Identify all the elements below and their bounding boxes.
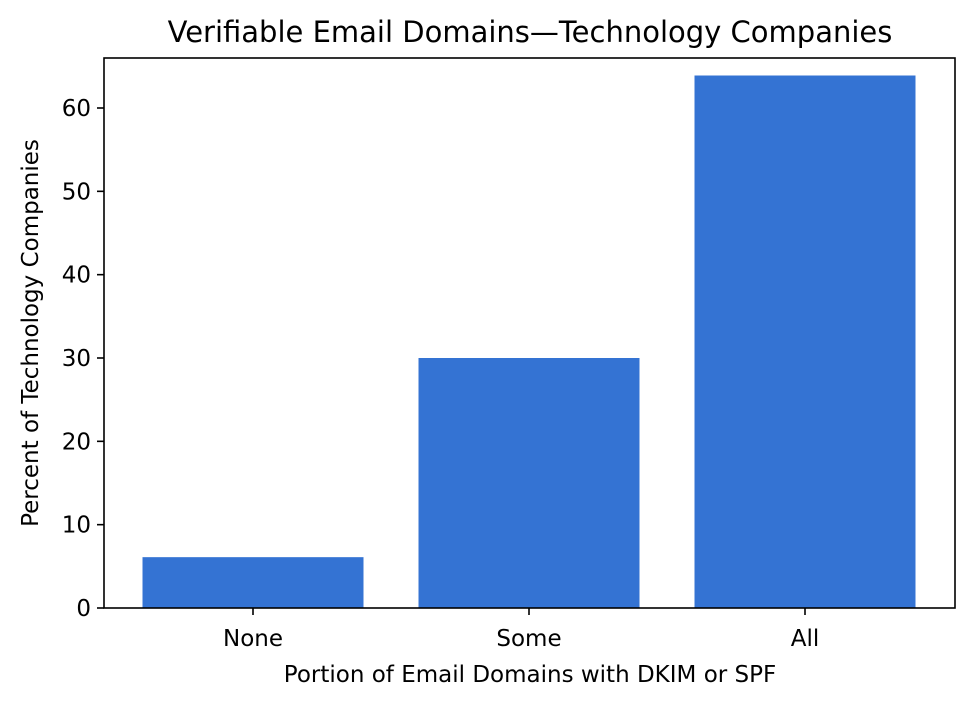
bar-all	[694, 75, 916, 608]
bars	[142, 75, 916, 608]
plot-frame	[103, 57, 956, 609]
x-tick-label: All	[791, 626, 820, 652]
y-axis: 0 10 20 30 40 50 60	[62, 96, 104, 622]
chart-title: Verifiable Email Domains—Technology Comp…	[168, 15, 893, 49]
y-tick-label: 40	[62, 263, 91, 289]
y-tick-label: 20	[62, 429, 91, 455]
y-tick-label: 50	[62, 179, 91, 205]
x-tick-label: None	[223, 626, 283, 652]
bar-some	[418, 358, 640, 608]
y-tick-label: 0	[76, 596, 91, 622]
x-axis-label: Portion of Email Domains with DKIM or SP…	[284, 662, 776, 688]
y-tick-label: 30	[62, 346, 91, 372]
y-axis-label: Percent of Technology Companies	[18, 139, 44, 527]
y-tick-label: 60	[62, 96, 91, 122]
y-tick-label: 10	[62, 513, 91, 539]
x-tick-label: Some	[496, 626, 561, 652]
x-axis: None Some All	[223, 608, 819, 652]
bar-none	[142, 557, 364, 608]
